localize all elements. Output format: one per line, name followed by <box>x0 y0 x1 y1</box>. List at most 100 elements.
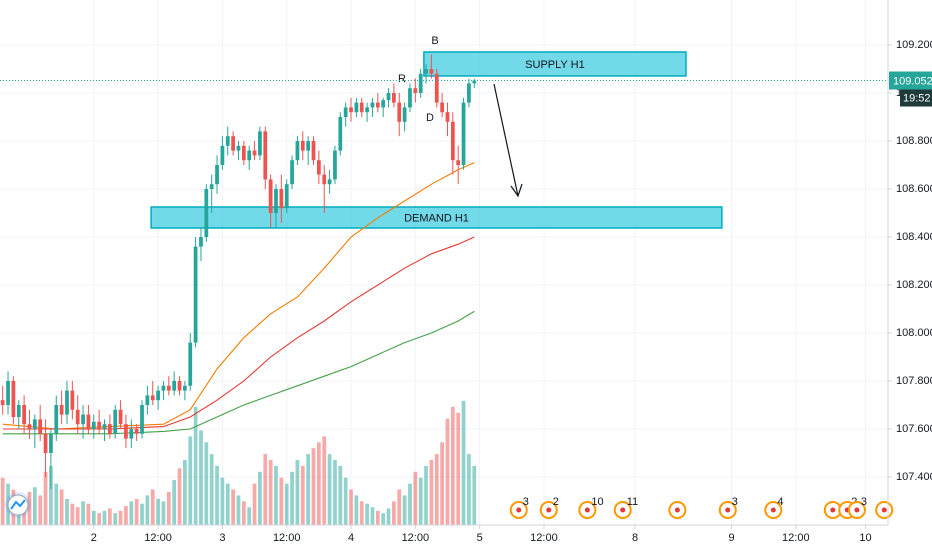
candle-body <box>91 421 96 429</box>
candle-body <box>145 395 150 405</box>
volume-bar <box>434 454 439 525</box>
volume-bar <box>241 501 246 525</box>
candle-body <box>472 80 477 84</box>
y-tick-label: 107.400 <box>896 471 932 483</box>
volume-bar <box>322 436 327 525</box>
candle-body <box>65 390 69 415</box>
x-tick-label: 5 <box>477 532 483 544</box>
volume-bar <box>252 483 257 525</box>
volume-bar <box>311 448 316 525</box>
candle-body <box>129 429 134 439</box>
volume-bar <box>290 471 294 525</box>
event-dot <box>620 507 626 513</box>
candle-body <box>247 150 252 161</box>
y-tick-label: 108.400 <box>896 231 932 243</box>
event-count: 3 <box>732 496 738 508</box>
event-count: 10 <box>591 496 603 508</box>
volume-bar <box>456 412 461 525</box>
candle-body <box>456 160 461 165</box>
volume-bar <box>445 418 450 525</box>
event-count: 4 <box>777 496 783 508</box>
volume-bar <box>113 513 118 525</box>
volume-bar <box>370 507 375 525</box>
x-tick-label: 12:00 <box>402 532 430 544</box>
event-count: 3 <box>523 496 529 508</box>
event-dot <box>674 507 680 513</box>
candle-body <box>258 131 262 156</box>
candle-body <box>0 400 5 405</box>
candle-body <box>16 405 21 417</box>
candle-body <box>392 93 396 103</box>
volume-bar <box>118 510 123 525</box>
candle-body <box>102 424 107 429</box>
volume-bar <box>295 460 300 525</box>
candle-body <box>113 409 118 434</box>
candle-body <box>381 100 386 108</box>
candle-body <box>124 424 128 439</box>
volume-bar <box>140 503 144 525</box>
volume-bar <box>193 406 198 525</box>
candle-body <box>43 433 48 453</box>
candle-body <box>279 189 284 209</box>
candle-body <box>274 189 278 213</box>
candle-body <box>193 246 198 343</box>
candle-body <box>327 179 332 185</box>
volume-bar <box>413 471 418 525</box>
volume-bar <box>440 442 444 525</box>
candle-body <box>252 150 257 156</box>
volume-bar <box>450 406 455 525</box>
zone-label: DEMAND H1 <box>404 212 469 224</box>
candle-body <box>338 117 343 151</box>
zone <box>423 51 687 77</box>
volume-bar <box>177 468 182 525</box>
candle-body <box>408 88 412 108</box>
candle-body <box>161 385 166 391</box>
candle-body <box>434 73 439 103</box>
x-tick-label: 12:00 <box>144 532 172 544</box>
candle-body <box>375 102 380 108</box>
candle-body <box>97 421 102 429</box>
logo <box>5 492 31 518</box>
countdown-box <box>900 89 932 107</box>
candle-body <box>188 342 193 386</box>
candles-layer <box>0 54 477 489</box>
volume-bar <box>75 507 80 525</box>
x-tick-label: 10 <box>859 532 871 544</box>
volume-bar <box>183 460 187 525</box>
event-count: 11 <box>627 496 638 508</box>
candle-body <box>204 189 209 237</box>
candle-body <box>32 419 37 429</box>
volume-bar <box>349 489 353 525</box>
volume-bar <box>161 501 166 525</box>
volume-bar <box>204 442 209 525</box>
candle-body <box>263 131 268 180</box>
x-tick-label: 2 <box>91 532 97 544</box>
volume-bar <box>86 503 91 525</box>
candle-body <box>241 145 246 161</box>
candle-body <box>445 112 450 122</box>
volume-bar <box>102 510 107 525</box>
volume-bar <box>27 491 32 525</box>
candle-body <box>54 405 59 434</box>
candle-body <box>322 174 327 185</box>
event-dot <box>725 507 731 513</box>
volume-bar <box>59 489 64 525</box>
candle-body <box>38 419 43 434</box>
event-dot <box>584 507 590 513</box>
volume-bar <box>365 503 369 525</box>
candle-body <box>150 395 155 401</box>
volume-bar <box>306 454 311 525</box>
y-tick-label: 107.800 <box>896 375 932 387</box>
volume-bar <box>375 510 380 525</box>
candle-body <box>199 237 203 247</box>
volume-bar <box>150 489 155 525</box>
candle-body <box>370 102 375 108</box>
zones-layer: SUPPLY H1 DEMAND H1 <box>150 51 723 229</box>
zone <box>150 206 723 229</box>
volume-bar <box>268 460 273 525</box>
logo-mark <box>10 499 26 510</box>
candle-body <box>70 390 75 410</box>
candle-body <box>402 107 407 122</box>
